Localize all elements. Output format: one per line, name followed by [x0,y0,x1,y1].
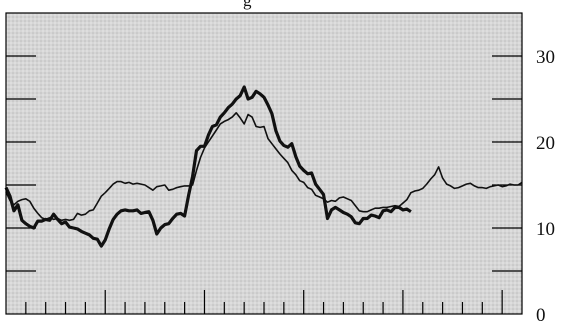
plot-frame [5,12,523,315]
x-axis-ticks [25,290,503,314]
series-line-thick [4,85,412,248]
y-tick-label: 30 [536,47,555,68]
clipped-header-text: g [243,0,252,10]
series-line-thin [5,112,523,222]
y-tick-label: 10 [536,219,555,240]
y-tick-label: 0 [536,305,546,322]
plot-background [6,13,522,314]
y-tick-label: 20 [536,133,555,154]
series-layer [4,85,523,248]
y-axis-labels: 0 10 20 30 [536,47,555,322]
